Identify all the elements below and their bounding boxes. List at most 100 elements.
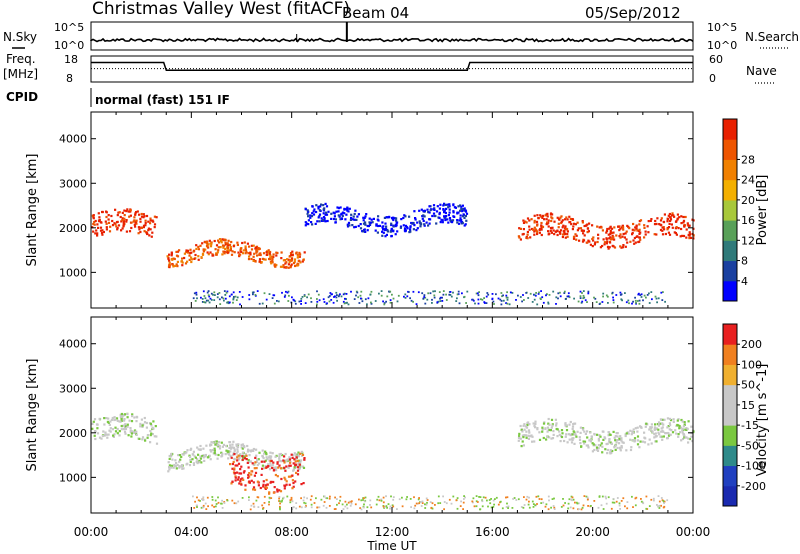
velocity-ground-point	[523, 504, 526, 506]
power-data-point	[97, 226, 100, 229]
power-data-point	[443, 211, 446, 214]
power-ground-point	[628, 302, 630, 305]
power-ground-point	[579, 297, 582, 299]
velocity-ground-point	[279, 508, 281, 511]
velocity-ground-point	[195, 504, 198, 507]
velocity-data-point	[653, 433, 656, 436]
velocity-ground-point	[536, 503, 538, 505]
velocity-data-point	[264, 465, 267, 468]
velocity-data-point	[227, 452, 230, 455]
velocity-data-point	[679, 431, 682, 434]
velocity-data-point	[647, 443, 650, 446]
velocity-data-point	[533, 424, 536, 428]
power-data-point	[369, 222, 372, 226]
power-data-point	[677, 227, 680, 230]
power-data-point	[607, 233, 610, 236]
power-ground-point	[389, 290, 392, 293]
velocity-data-point	[168, 468, 171, 471]
velocity-ground-point	[290, 498, 293, 501]
velocity-ground-point	[429, 501, 432, 503]
velocity-data-point	[534, 426, 537, 429]
velocity-ground-point	[538, 498, 541, 500]
power-data-point	[396, 230, 399, 233]
velocity-data-point	[601, 451, 604, 454]
velocity-ground-point	[476, 501, 479, 503]
velocity-ground-point	[268, 496, 271, 499]
velocity-data-point	[267, 463, 270, 466]
power-data-point	[293, 260, 296, 263]
power-data-point	[679, 235, 682, 238]
power-data-point	[659, 228, 663, 232]
velocity-data-point	[667, 434, 671, 437]
velocity-data-point	[290, 453, 293, 456]
velocity-data-point	[274, 455, 277, 458]
velocity-data-point	[291, 487, 294, 490]
velocity-data-point	[555, 422, 558, 425]
power-data-point	[557, 217, 561, 221]
power-data-point	[566, 235, 569, 238]
power-data-point	[356, 215, 359, 218]
cpid-text: normal (fast) 151 IF	[95, 93, 230, 107]
power-ground-point	[642, 299, 644, 302]
velocity-data-point	[264, 459, 267, 462]
power-ground-point	[456, 293, 459, 296]
power-ground-point	[303, 295, 306, 297]
velocity-data-point	[554, 418, 557, 421]
power-data-point	[209, 245, 213, 248]
power-data-point	[183, 252, 186, 255]
velocity-colorbar-segment	[723, 465, 737, 487]
power-ground-point	[380, 294, 383, 297]
power-data-point	[459, 209, 462, 212]
velocity-data-point	[92, 420, 95, 423]
velocity-ground-point	[303, 496, 306, 499]
power-ground-point	[335, 291, 338, 294]
velocity-ground-point	[487, 505, 489, 508]
power-data-point	[571, 228, 574, 231]
velocity-ground-point	[663, 505, 666, 508]
power-data-point	[528, 225, 531, 228]
velocity-data-point	[218, 441, 221, 444]
velocity-data-point	[297, 462, 300, 465]
velocity-data-point	[121, 416, 124, 419]
power-data-point	[638, 232, 641, 235]
power-ground-point	[258, 302, 261, 305]
power-data-point	[168, 253, 171, 256]
velocity-data-point	[296, 473, 300, 476]
power-ground-point	[581, 292, 583, 294]
power-data-point	[357, 213, 360, 216]
power-data-point	[434, 214, 437, 218]
power-data-point	[268, 252, 271, 255]
velocity-ground-point	[306, 497, 308, 500]
power-ground-point	[316, 290, 318, 293]
velocity-ground-point	[531, 500, 534, 503]
velocity-data-point	[564, 435, 567, 438]
velocity-data-point	[288, 458, 292, 461]
velocity-ground-point	[657, 495, 660, 497]
power-data-point	[291, 254, 294, 257]
power-data-point	[362, 229, 366, 232]
power-ground-point	[226, 301, 228, 304]
power-data-point	[448, 211, 451, 214]
power-data-point	[370, 218, 373, 221]
power-colorbar-segment	[723, 179, 737, 201]
velocity-ground-point	[206, 496, 209, 499]
power-data-point	[117, 211, 120, 214]
velocity-data-point	[241, 455, 244, 458]
power-data-point	[566, 232, 569, 236]
power-ground-point	[268, 293, 271, 295]
power-data-point	[362, 230, 365, 233]
power-data-point	[631, 231, 634, 234]
power-data-point	[588, 240, 591, 243]
power-ground-point	[538, 291, 540, 294]
velocity-data-point	[139, 425, 142, 428]
velocity-data-point	[283, 461, 286, 464]
power-data-point	[123, 209, 126, 212]
velocity-data-point	[670, 429, 673, 432]
power-ground-point	[195, 293, 198, 296]
power-data-point	[394, 233, 397, 236]
velocity-data-point	[237, 476, 240, 479]
power-data-point	[133, 216, 136, 219]
velocity-data-point	[521, 440, 524, 443]
power-ground-point	[328, 295, 331, 297]
velocity-ground-point	[204, 502, 207, 505]
